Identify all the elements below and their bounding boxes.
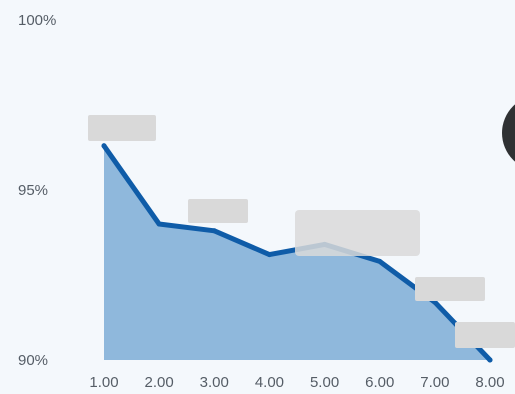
y-axis-ticks: 100% 95% 90% — [18, 12, 56, 369]
redacted-label-3 — [295, 210, 420, 256]
data-point-1 — [101, 143, 107, 149]
x-tick-label: 5.00 — [310, 374, 339, 391]
x-tick-label: 7.00 — [420, 374, 449, 391]
x-tick-label: 3.00 — [200, 374, 229, 391]
x-axis-ticks: 1.00 2.00 3.00 4.00 5.00 6.00 7.00 8.00 — [89, 374, 504, 391]
redacted-label-1 — [88, 115, 156, 141]
y-tick-label: 90% — [18, 352, 48, 369]
x-tick-label: 8.00 — [475, 374, 504, 391]
x-tick-label: 4.00 — [255, 374, 284, 391]
x-tick-label: 1.00 — [89, 374, 118, 391]
data-point-4 — [266, 252, 272, 258]
redacted-label-2 — [188, 199, 248, 223]
redacted-label-4 — [415, 277, 485, 301]
data-point-8 — [487, 357, 493, 363]
data-point-6 — [377, 258, 383, 264]
data-point-2 — [156, 221, 162, 227]
data-point-3 — [211, 228, 217, 234]
y-tick-label: 100% — [18, 12, 56, 29]
x-tick-label: 2.00 — [145, 374, 174, 391]
redacted-labels — [88, 115, 515, 348]
y-tick-label: 95% — [18, 182, 48, 199]
partial-circle-icon — [502, 104, 515, 162]
x-tick-label: 6.00 — [365, 374, 394, 391]
redacted-label-5 — [455, 322, 515, 348]
